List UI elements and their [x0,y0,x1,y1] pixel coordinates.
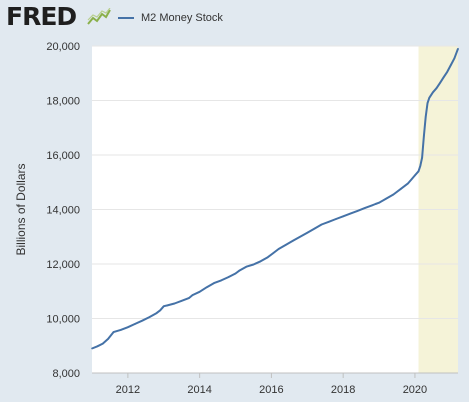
data-point[interactable] [292,240,294,242]
y-tick-label: 10,000 [46,314,80,326]
data-point[interactable] [206,286,208,288]
data-point[interactable] [371,204,373,207]
fred-logo-graph-icon [87,8,111,26]
data-point[interactable] [252,263,255,266]
data-point[interactable] [423,135,425,137]
data-point[interactable] [406,182,409,185]
data-point[interactable] [107,338,109,340]
data-point[interactable] [277,248,280,250]
data-point[interactable] [426,102,429,105]
data-point[interactable] [159,309,161,312]
data-point[interactable] [374,203,377,205]
data-point[interactable] [424,116,427,118]
data-point[interactable] [313,227,316,230]
data-point[interactable] [435,87,438,90]
data-point[interactable] [453,57,456,60]
y-tick-label: 14,000 [46,205,80,217]
data-point[interactable] [213,282,215,284]
data-point[interactable] [191,294,194,296]
data-point[interactable] [428,96,431,99]
data-point[interactable] [457,47,459,50]
x-tick-label: 2012 [116,384,140,396]
data-point[interactable] [363,207,366,209]
data-point[interactable] [270,253,273,256]
data-point[interactable] [446,71,449,73]
data-point[interactable] [234,272,237,275]
data-point[interactable] [259,260,262,263]
y-axis-title-group: Billions of Dollars [14,163,28,255]
data-point[interactable] [173,302,176,305]
data-point[interactable] [385,197,388,200]
x-tick-label: 2016 [259,384,283,396]
x-tick-label: 2018 [331,384,355,396]
legend-series-label: M2 Money Stock [141,12,223,24]
data-point[interactable] [328,220,330,223]
x-axis: 2012 2014 2016 2018 2020 [92,372,458,396]
data-point[interactable] [166,304,169,307]
legend-series-swatch [118,17,134,19]
data-point[interactable] [414,174,416,177]
data-point[interactable] [119,329,122,331]
data-point[interactable] [112,331,115,333]
data-point[interactable] [320,223,323,226]
data-point[interactable] [162,305,165,308]
y-tick-label: 16,000 [46,150,80,162]
data-point[interactable] [188,297,190,299]
data-point[interactable] [450,64,452,66]
data-point[interactable] [227,276,230,278]
data-point[interactable] [127,326,129,329]
data-point[interactable] [419,165,422,167]
data-point[interactable] [342,215,344,218]
data-point[interactable] [442,76,445,79]
data-point[interactable] [180,299,183,302]
data-point[interactable] [238,270,240,272]
data-point[interactable] [392,193,395,196]
data-point[interactable] [155,312,158,314]
data-point[interactable] [267,256,269,258]
data-point[interactable] [410,178,413,181]
data-point[interactable] [439,81,441,84]
chart-header: FRED M2 Money Stock [0,0,469,36]
data-point[interactable] [101,342,104,345]
data-point[interactable] [96,345,99,348]
x-tick-label: 2014 [187,384,211,396]
data-point[interactable] [399,188,402,190]
data-point[interactable] [141,319,144,322]
y-axis: 8,000 10,000 12,000 14,000 16,000 18,000 20,00… [46,41,80,380]
y-tick-label: 8,000 [52,368,80,380]
data-point[interactable] [378,201,380,204]
data-point[interactable] [432,91,434,94]
data-point[interactable] [134,323,136,325]
data-point[interactable] [198,290,201,293]
series-group [91,47,459,350]
data-point[interactable] [299,235,301,238]
fred-logo[interactable]: FRED [6,2,77,31]
data-point[interactable] [421,156,423,159]
data-point[interactable] [349,212,352,215]
data-point[interactable] [245,265,248,268]
data-point[interactable] [91,347,93,350]
data-point[interactable] [220,279,222,282]
x-tick-label: 2020 [403,384,427,396]
data-point[interactable] [356,210,359,212]
data-point[interactable] [148,316,151,318]
y-tick-label: 20,000 [46,41,80,53]
y-tick-label: 12,000 [46,259,80,271]
y-tick-label: 18,000 [46,96,80,108]
data-point[interactable] [284,244,287,246]
data-point[interactable] [417,170,420,173]
y-axis-title: Billions of Dollars [14,163,28,255]
data-point[interactable] [335,218,337,220]
data-point[interactable] [306,231,309,234]
